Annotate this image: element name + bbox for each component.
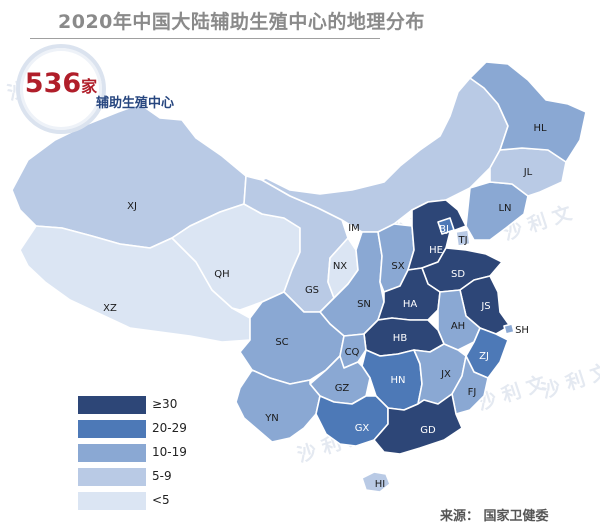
label-HI: HI xyxy=(375,479,385,490)
label-XZ: XZ xyxy=(103,303,117,314)
label-AH: AH xyxy=(451,321,465,332)
label-JS: JS xyxy=(480,301,490,312)
label-HA: HA xyxy=(403,299,418,310)
label-BJ: BJ xyxy=(439,224,449,235)
province-FJ[interactable] xyxy=(451,355,489,415)
legend-swatch xyxy=(78,396,146,414)
label-HL: HL xyxy=(533,123,547,134)
legend-item: 10-19 xyxy=(78,444,238,468)
label-HN: HN xyxy=(391,375,406,386)
watermark: 沙 利 文 xyxy=(538,359,600,403)
label-SH: SH xyxy=(515,325,529,336)
province-SH[interactable] xyxy=(503,323,515,335)
legend-label: 20-29 xyxy=(152,421,187,435)
label-GZ: GZ xyxy=(335,383,350,394)
legend-label: ≥30 xyxy=(152,397,178,411)
source-note: 来源： 国家卫健委 xyxy=(440,509,549,524)
legend-swatch xyxy=(78,444,146,462)
label-SD: SD xyxy=(451,269,465,280)
legend-label: 5-9 xyxy=(152,469,172,483)
province-shapes xyxy=(11,61,587,493)
label-HE: HE xyxy=(429,245,443,256)
province-HI[interactable] xyxy=(361,471,391,493)
label-SC: SC xyxy=(275,337,288,348)
province-HL[interactable] xyxy=(469,61,587,163)
label-JL: JL xyxy=(523,167,533,178)
label-XJ: XJ xyxy=(127,201,137,212)
legend-swatch xyxy=(78,492,146,510)
label-GS: GS xyxy=(305,285,319,296)
label-SN: SN xyxy=(357,299,371,310)
province-BJ[interactable] xyxy=(437,217,455,235)
label-GX: GX xyxy=(355,423,370,434)
legend-label: 10-19 xyxy=(152,445,187,459)
label-LN: LN xyxy=(498,203,511,214)
province-labels: XJ XZ QH GS IM NX SN SX HE BJ TJ LN JL H… xyxy=(103,123,547,490)
province-YN[interactable] xyxy=(235,369,321,443)
total-count: 536家 xyxy=(20,68,102,99)
label-FJ: FJ xyxy=(468,387,477,398)
province-LN[interactable] xyxy=(465,181,529,241)
label-HB: HB xyxy=(393,333,408,344)
label-SX: SX xyxy=(391,261,404,272)
label-NX: NX xyxy=(333,261,347,272)
legend-swatch xyxy=(78,420,146,438)
total-count-badge: 536家 xyxy=(16,44,106,134)
label-CQ: CQ xyxy=(345,347,360,358)
label-JX: JX xyxy=(440,369,451,380)
label-ZJ: ZJ xyxy=(479,351,489,362)
map-title: 2020年中国大陆辅助生殖中心的地理分布 xyxy=(58,11,425,33)
total-count-unit: 家 xyxy=(81,77,98,96)
legend-item: ≥30 xyxy=(78,396,238,420)
legend-swatch xyxy=(78,468,146,486)
total-count-number: 536 xyxy=(24,68,82,99)
label-YN: YN xyxy=(264,413,279,424)
province-AH[interactable] xyxy=(437,289,481,351)
legend-item: 5-9 xyxy=(78,468,238,492)
province-GD[interactable] xyxy=(373,393,463,455)
legend-label: <5 xyxy=(152,493,170,507)
label-IM: IM xyxy=(348,223,360,234)
province-TJ[interactable] xyxy=(455,229,471,247)
label-GD: GD xyxy=(420,425,436,436)
total-count-caption: 辅助生殖中心 xyxy=(96,96,175,111)
legend-item: <5 xyxy=(78,492,238,516)
label-TJ: TJ xyxy=(457,235,467,246)
label-QH: QH xyxy=(214,269,229,280)
title-divider xyxy=(30,38,380,39)
legend-item: 20-29 xyxy=(78,420,238,444)
